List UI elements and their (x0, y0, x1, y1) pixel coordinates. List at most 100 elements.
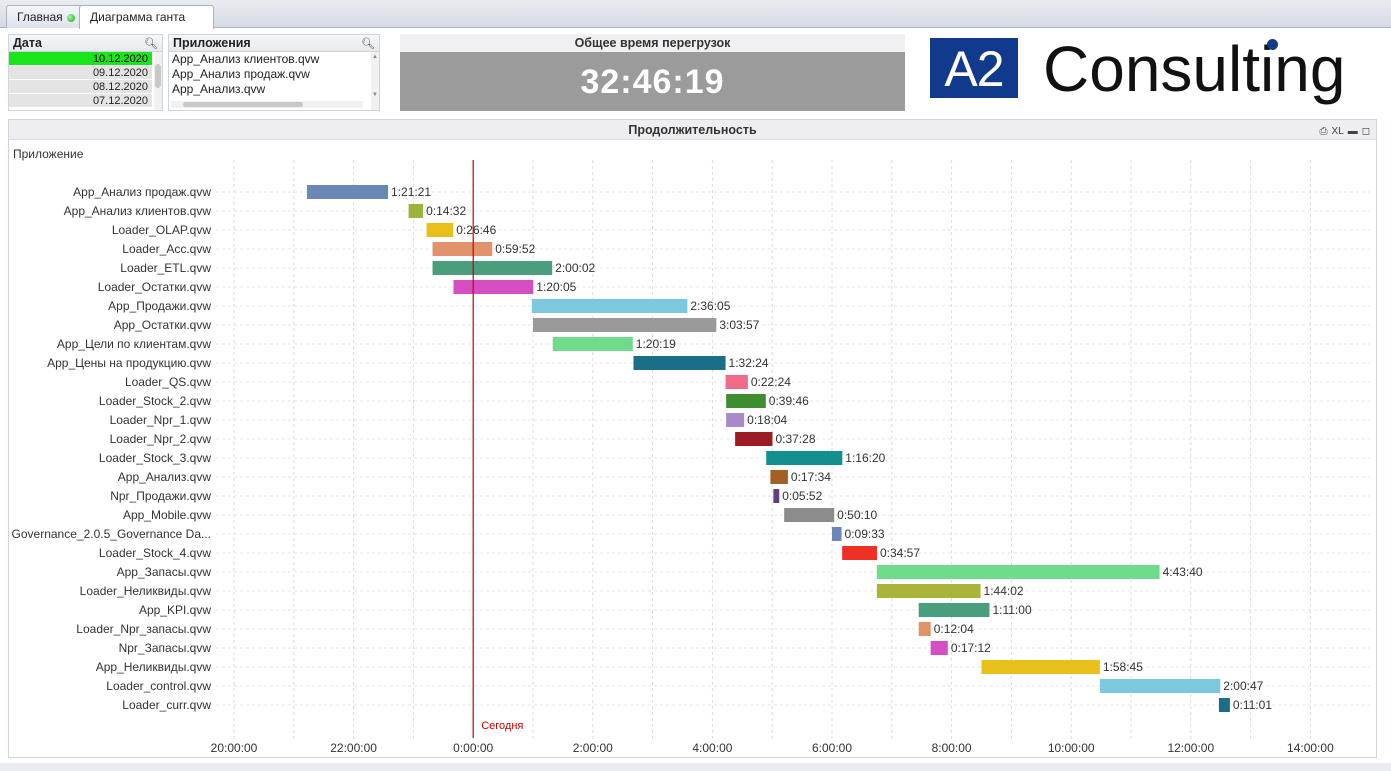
task-label: App_Анализ.qvw (118, 470, 212, 484)
sheet-tab-bar: Главная Диаграмма ганта (0, 0, 1391, 29)
gantt-bar (876, 565, 1160, 579)
task-label: Loader_Неликвиды.qvw (80, 584, 212, 598)
gantt-bar (552, 337, 633, 351)
bar-duration-label: 0:17:12 (951, 641, 991, 655)
gantt-bar (876, 584, 981, 598)
task-label: Loader_Npr_2.qvw (110, 432, 212, 446)
bar-duration-label: 0:14:32 (426, 204, 466, 218)
a2-consulting-logo: A2 Consulting (928, 33, 1368, 110)
task-label: Loader_Stock_3.qvw (99, 451, 211, 465)
scrollbar-thumb[interactable] (183, 102, 303, 107)
x-tick-label: 14:00:00 (1287, 741, 1334, 755)
task-label: App_Анализ клиентов.qvw (64, 204, 212, 218)
gantt-bar (1218, 698, 1230, 712)
apps-hscrollbar[interactable] (171, 101, 363, 108)
bar-duration-label: 1:21:21 (391, 185, 431, 199)
x-tick-label: 6:00:00 (812, 741, 852, 755)
bar-duration-label: 0:26:46 (456, 223, 496, 237)
task-label: Governance_2.0.5_Governance Da... (12, 527, 211, 541)
gantt-bar (735, 432, 773, 446)
task-label: App_Запасы.qvw (117, 565, 212, 579)
app-item[interactable]: App_Анализ.qvw (172, 82, 266, 96)
bar-duration-label: 1:58:45 (1103, 660, 1143, 674)
bar-duration-label: 0:22:24 (751, 375, 791, 389)
window-bottom-edge (0, 763, 1391, 771)
scrollbar-thumb[interactable] (155, 64, 161, 88)
task-label: App_Остатки.qvw (114, 318, 212, 332)
x-tick-label: 22:00:00 (330, 741, 377, 755)
date-item[interactable]: 07.12.2020 (9, 94, 152, 108)
bar-duration-label: 0:12:04 (934, 622, 974, 636)
gantt-bar (432, 261, 553, 275)
today-marker-label: Сегодня (481, 720, 523, 732)
chart-title: Продолжительность (628, 123, 757, 137)
excel-export-button[interactable]: XL (1331, 126, 1344, 137)
task-label: Loader_OLAP.qvw (112, 223, 212, 237)
x-tick-label: 12:00:00 (1167, 741, 1214, 755)
task-label: App_Неликвиды.qvw (96, 660, 212, 674)
x-tick-label: 0:00:00 (453, 741, 493, 755)
task-label: App_Mobile.qvw (123, 508, 211, 522)
date-scrollbar[interactable] (154, 52, 162, 110)
apps-vscrollbar[interactable]: ▲ ▼ (371, 52, 379, 110)
x-tick-label: 2:00:00 (573, 741, 613, 755)
gantt-bar (725, 375, 748, 389)
gantt-bar (784, 508, 835, 522)
task-label: Loader_control.qvw (106, 679, 211, 693)
app-item[interactable]: App_Анализ продаж.qvw (172, 67, 310, 81)
print-icon[interactable]: ⎙ (1319, 126, 1328, 137)
task-label: Loader_curr.qvw (122, 698, 211, 712)
logo-text: Consulting (1043, 33, 1346, 105)
gantt-bar (981, 660, 1100, 674)
apps-listbox: Приложения 🔍︎ App_Анализ клиентов.qvw Ap… (168, 34, 380, 111)
bar-duration-label: 0:05:52 (782, 489, 822, 503)
minimize-icon[interactable]: ▬ (1347, 126, 1358, 137)
bar-duration-label: 0:18:04 (747, 413, 787, 427)
kpi-value: 32:46:19 (400, 52, 905, 111)
task-label: Loader_Npr_1.qvw (110, 413, 212, 427)
task-label: Loader_Stock_4.qvw (99, 546, 211, 560)
gantt-bar (726, 413, 745, 427)
bar-duration-label: 1:20:05 (536, 280, 576, 294)
task-label: Npr_Запасы.qvw (119, 641, 212, 655)
task-label: Loader_ETL.qvw (120, 261, 211, 275)
scroll-down-icon[interactable]: ▼ (372, 92, 378, 98)
bar-duration-label: 0:59:52 (495, 242, 535, 256)
gantt-bar (533, 318, 717, 332)
date-item[interactable]: 08.12.2020 (9, 80, 152, 94)
task-label: App_Анализ продаж.qvw (73, 185, 211, 199)
logo-box: A2 (930, 38, 1018, 98)
bar-duration-label: 2:00:02 (555, 261, 595, 275)
gantt-bar (1099, 679, 1221, 693)
x-tick-label: 8:00:00 (932, 741, 972, 755)
task-label: App_Продажи.qvw (108, 299, 211, 313)
bar-duration-label: 0:39:46 (769, 394, 809, 408)
gantt-bar (306, 185, 389, 199)
bar-duration-label: 1:16:20 (845, 451, 885, 465)
search-icon[interactable]: 🔍︎ (144, 38, 158, 50)
x-tick-label: 10:00:00 (1048, 741, 1095, 755)
bar-duration-label: 1:44:02 (984, 584, 1024, 598)
bar-duration-label: 1:20:19 (636, 337, 676, 351)
bar-duration-label: 4:43:40 (1163, 565, 1203, 579)
tab-gantt[interactable]: Диаграмма ганта (79, 5, 214, 29)
date-item[interactable]: 09.12.2020 (9, 66, 152, 80)
date-listbox-title: Дата (13, 36, 42, 50)
gantt-bar (726, 394, 766, 408)
kpi-title: Общее время перегрузок (400, 34, 905, 52)
chart-controls: ⎙ XL ▬ ◻ (1315, 122, 1370, 142)
app-item[interactable]: App_Анализ клиентов.qvw (172, 52, 320, 66)
date-item[interactable]: 10.12.2020 (9, 52, 152, 66)
maximize-icon[interactable]: ◻ (1361, 126, 1370, 137)
dimension-label: Приложение (13, 147, 84, 161)
gantt-bar (773, 489, 780, 503)
x-tick-label: 20:00:00 (211, 741, 258, 755)
scroll-up-icon[interactable]: ▲ (372, 54, 378, 60)
search-icon[interactable]: 🔍︎ (361, 38, 375, 50)
gantt-bar (930, 641, 948, 655)
bar-duration-label: 2:00:47 (1223, 679, 1263, 693)
gantt-bar (918, 603, 990, 617)
bar-duration-label: 0:09:33 (845, 527, 885, 541)
bar-duration-label: 0:37:28 (775, 432, 815, 446)
